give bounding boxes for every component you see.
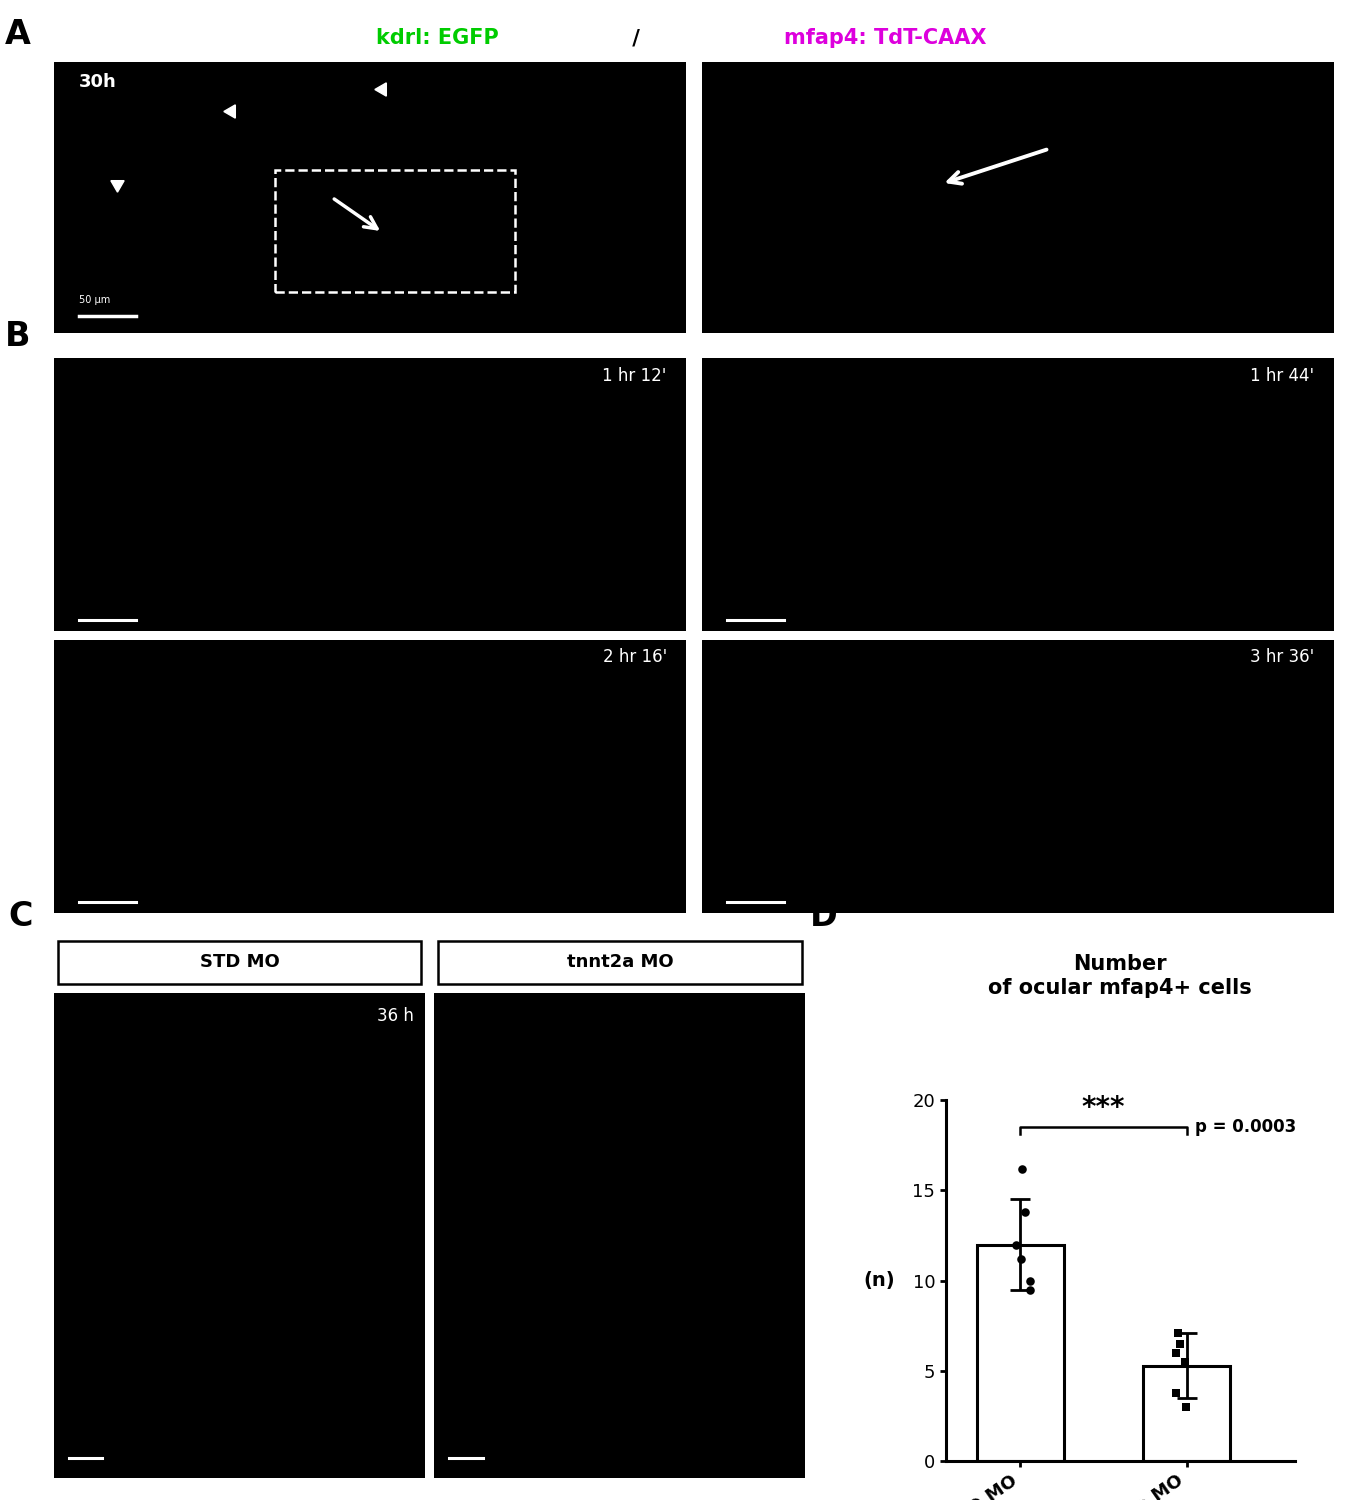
- Point: [1168, 1322, 1189, 1346]
- Point: [1005, 1233, 1026, 1257]
- Text: 36 h: 36 h: [377, 1008, 414, 1026]
- Point: [1010, 1156, 1032, 1180]
- Point: [1169, 1332, 1191, 1356]
- Text: Number
of ocular mfap4+ cells: Number of ocular mfap4+ cells: [989, 954, 1253, 998]
- Y-axis label: (n): (n): [863, 1270, 894, 1290]
- Point: [1010, 1246, 1032, 1270]
- Text: 50 μm: 50 μm: [79, 296, 110, 306]
- Text: 1 hr 12': 1 hr 12': [602, 366, 667, 384]
- Text: STD MO: STD MO: [199, 954, 279, 972]
- Bar: [1144, 1365, 1230, 1461]
- Point: [1014, 1200, 1036, 1224]
- Text: D: D: [810, 900, 838, 933]
- Point: [1175, 1350, 1196, 1374]
- Bar: [977, 1245, 1064, 1461]
- Point: [1018, 1278, 1040, 1302]
- Text: B: B: [5, 320, 31, 352]
- Point: [1165, 1341, 1187, 1365]
- Text: A: A: [5, 18, 31, 51]
- Point: [1018, 1269, 1040, 1293]
- Text: 30h: 30h: [79, 74, 117, 92]
- Text: 2 hr 16': 2 hr 16': [602, 648, 667, 666]
- Text: p = 0.0003: p = 0.0003: [1195, 1118, 1296, 1136]
- Text: mfap4: TdT-CAAX: mfap4: TdT-CAAX: [784, 28, 987, 48]
- Text: kdrl: EGFP: kdrl: EGFP: [376, 28, 500, 48]
- Text: ***: ***: [1082, 1094, 1125, 1122]
- Text: /: /: [625, 28, 647, 48]
- Text: tnnt2a MO: tnnt2a MO: [567, 954, 674, 972]
- Point: [1165, 1380, 1187, 1404]
- Text: C: C: [9, 900, 34, 933]
- Text: 1 hr 44': 1 hr 44': [1250, 366, 1315, 384]
- Text: 3 hr 36': 3 hr 36': [1250, 648, 1315, 666]
- Point: [1175, 1395, 1196, 1419]
